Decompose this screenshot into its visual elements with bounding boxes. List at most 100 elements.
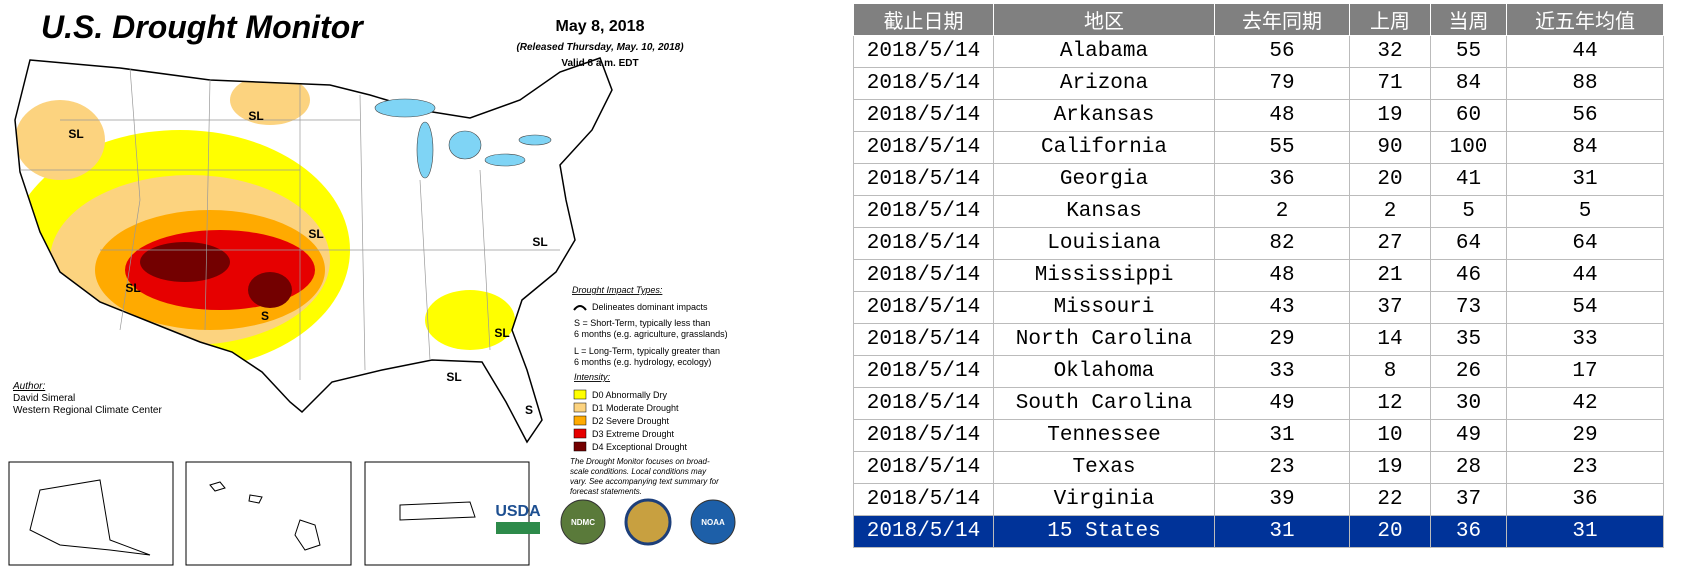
- legend-swatch: [573, 415, 587, 426]
- legend-swatch: [573, 389, 587, 400]
- author-name: David Simeral: [13, 393, 75, 404]
- table-cell: 去年同期: [1214, 3, 1350, 36]
- legend-label: D4 Exceptional Drought: [592, 442, 688, 452]
- map-title: U.S. Drought Monitor: [41, 9, 364, 45]
- table-cell: 15 States: [993, 515, 1215, 548]
- table-cell: 2018/5/14: [853, 259, 994, 292]
- map-label: SL: [125, 281, 140, 295]
- footnote: scale conditions. Local conditions may: [570, 467, 707, 476]
- table-cell: Tennessee: [993, 419, 1215, 452]
- table-cell: 55: [1214, 131, 1350, 164]
- table-cell: 20: [1349, 163, 1431, 196]
- table-cell: 44: [1506, 259, 1664, 292]
- legend-text: 6 months (e.g. agriculture, grasslands): [574, 329, 728, 339]
- table-cell: 17: [1506, 355, 1664, 388]
- table-row: 截止日期 地区 去年同期 上周 当周 近五年均值: [853, 3, 1664, 36]
- table-cell: 44: [1506, 35, 1664, 68]
- table-cell: 8: [1349, 355, 1431, 388]
- table-row: 2018/5/14 Virginia 39 22 37 36: [853, 483, 1664, 516]
- table-cell: North Carolina: [993, 323, 1215, 356]
- legend-text: L = Long-Term, typically greater than: [574, 346, 720, 356]
- table-cell: 2018/5/14: [853, 355, 994, 388]
- table-cell: 截止日期: [853, 3, 994, 36]
- table-cell: 2018/5/14: [853, 419, 994, 452]
- table-row: 2018/5/14 Georgia 36 20 41 31: [853, 163, 1664, 196]
- table-cell: 88: [1506, 67, 1664, 100]
- table-cell: Arizona: [993, 67, 1215, 100]
- footnote: The Drought Monitor focuses on broad-: [570, 457, 710, 466]
- table-cell: 55: [1430, 35, 1507, 68]
- table-cell: Louisiana: [993, 227, 1215, 260]
- table-cell: 2018/5/14: [853, 451, 994, 484]
- table-row: 2018/5/14 Kansas 2 2 5 5: [853, 195, 1664, 228]
- table-cell: 37: [1430, 483, 1507, 516]
- table-cell: 20: [1349, 515, 1431, 548]
- table-cell: Alabama: [993, 35, 1215, 68]
- table-cell: 71: [1349, 67, 1431, 100]
- legend: Drought Impact Types: Delineates dominan…: [572, 285, 728, 452]
- legend-swatch: [573, 428, 587, 439]
- great-lakes: [374, 98, 552, 179]
- table-cell: 26: [1430, 355, 1507, 388]
- table-cell: 上周: [1349, 3, 1431, 36]
- table-row: 2018/5/14 South Carolina 49 12 30 42: [853, 387, 1664, 420]
- map-valid: Valid 8 a.m. EDT: [561, 58, 638, 69]
- map-label: SL: [308, 227, 323, 241]
- table-row: 2018/5/14 Mississippi 48 21 46 44: [853, 259, 1664, 292]
- author-label: Author:: [12, 381, 45, 392]
- map-label: SL: [532, 235, 547, 249]
- table-cell: 84: [1506, 131, 1664, 164]
- table-cell: 33: [1506, 323, 1664, 356]
- table-cell: 31: [1506, 515, 1664, 548]
- table-row: 2018/5/14 California 55 90 100 84: [853, 131, 1664, 164]
- table-cell: 32: [1349, 35, 1431, 68]
- logo-circle: [624, 498, 672, 546]
- table-cell: 41: [1430, 163, 1507, 196]
- map-label: SL: [446, 370, 461, 384]
- table-cell: 31: [1214, 515, 1350, 548]
- table-cell: 84: [1430, 67, 1507, 100]
- table-cell: 48: [1214, 99, 1350, 132]
- table-cell: 5: [1506, 195, 1664, 228]
- table-cell: 2018/5/14: [853, 291, 994, 324]
- table-cell: 42: [1506, 387, 1664, 420]
- table-cell: 31: [1506, 163, 1664, 196]
- legend-text: 6 months (e.g. hydrology, ecology): [574, 357, 711, 367]
- table-cell: 29: [1214, 323, 1350, 356]
- legend-heading: Intensity:: [574, 372, 611, 382]
- legend-text: S = Short-Term, typically less than: [574, 318, 710, 328]
- table-cell: 54: [1506, 291, 1664, 324]
- map-label: SL: [494, 326, 509, 340]
- table-cell: 90: [1349, 131, 1431, 164]
- table-row: 2018/5/14 Missouri 43 37 73 54: [853, 291, 1664, 324]
- table-row: 2018/5/14 15 States 31 20 36 31: [853, 515, 1664, 548]
- table-cell: 23: [1506, 451, 1664, 484]
- table-row: 2018/5/14 Louisiana 82 27 64 64: [853, 227, 1664, 260]
- legend-label: D3 Extreme Drought: [592, 429, 675, 439]
- table-cell: California: [993, 131, 1215, 164]
- drought-table: 截止日期 地区 去年同期 上周 当周 近五年均值 2018/5/14 Alabama 56 32 5…: [853, 3, 1664, 548]
- legend-heading: Drought Impact Types:: [572, 285, 663, 295]
- table-row: 2018/5/14 North Carolina 29 14 35 33: [853, 323, 1664, 356]
- table-cell: 43: [1214, 291, 1350, 324]
- table-cell: Oklahoma: [993, 355, 1215, 388]
- table-cell: 29: [1506, 419, 1664, 452]
- table-cell: Mississippi: [993, 259, 1215, 292]
- logo-bar: [496, 522, 540, 534]
- table-cell: 82: [1214, 227, 1350, 260]
- table-row: 2018/5/14 Tennessee 31 10 49 29: [853, 419, 1664, 452]
- logo-circle: [690, 499, 736, 545]
- table-cell: 2018/5/14: [853, 387, 994, 420]
- table-cell: 28: [1430, 451, 1507, 484]
- table-cell: 27: [1349, 227, 1431, 260]
- table-cell: 2018/5/14: [853, 99, 994, 132]
- table-cell: Virginia: [993, 483, 1215, 516]
- author-org: Western Regional Climate Center: [13, 405, 162, 416]
- table-row: 2018/5/14 Arizona 79 71 84 88: [853, 67, 1664, 100]
- impact-line-icon: [573, 305, 587, 311]
- table-cell: 21: [1349, 259, 1431, 292]
- table-cell: 19: [1349, 99, 1431, 132]
- table-cell: 2018/5/14: [853, 67, 994, 100]
- table-cell: 2018/5/14: [853, 35, 994, 68]
- table-row: 2018/5/14 Oklahoma 33 8 26 17: [853, 355, 1664, 388]
